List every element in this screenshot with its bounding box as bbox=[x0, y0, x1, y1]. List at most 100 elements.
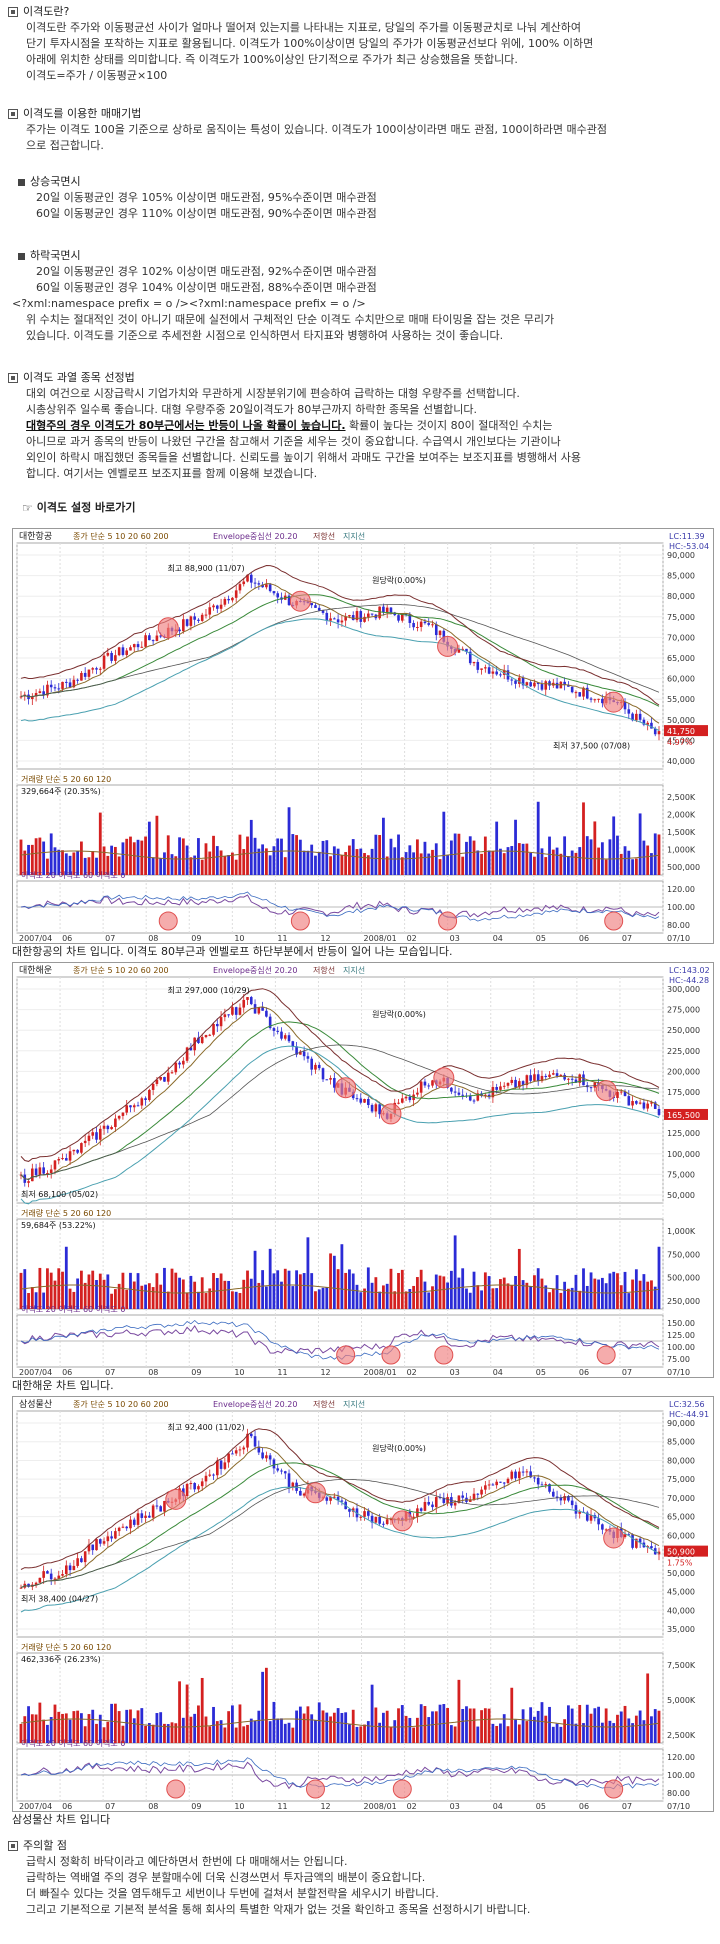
volume-bar bbox=[38, 1702, 42, 1743]
volume-bar bbox=[329, 1716, 332, 1743]
volume-bar bbox=[506, 847, 510, 875]
candle-body bbox=[314, 605, 317, 608]
candle-body bbox=[518, 1471, 521, 1479]
candle-body bbox=[601, 1524, 604, 1530]
candle-body bbox=[136, 1105, 140, 1107]
volume-bar bbox=[80, 841, 83, 875]
candle-body bbox=[574, 692, 578, 694]
candle-body bbox=[106, 1536, 110, 1542]
volume-bar bbox=[468, 1292, 472, 1309]
volume-bar bbox=[638, 1710, 642, 1743]
candle-body bbox=[536, 1477, 540, 1485]
volume-bar bbox=[600, 1722, 604, 1743]
candle-body bbox=[540, 1075, 544, 1082]
disparity-marker-circle bbox=[604, 911, 624, 931]
candle-body bbox=[34, 693, 38, 697]
section-heading: 상승국면시 bbox=[30, 175, 81, 188]
volume-bar bbox=[287, 807, 291, 875]
volume-bar bbox=[140, 840, 144, 875]
price-tick-label: 75,000 bbox=[667, 1475, 695, 1484]
moving-average-line bbox=[20, 1478, 660, 1589]
volume-bar bbox=[223, 856, 227, 875]
paragraph-line: 단기 투자시점을 포착하는 지표로 활용됩니다. 이격도가 100%이상이면 당… bbox=[26, 37, 594, 50]
candle-body bbox=[604, 1529, 608, 1531]
candle-body bbox=[314, 1064, 317, 1070]
volume-bar bbox=[238, 1293, 242, 1309]
candle-body bbox=[46, 1571, 49, 1574]
volume-bar bbox=[46, 1268, 49, 1309]
volume-bar bbox=[476, 1726, 480, 1743]
candle-body bbox=[234, 1450, 238, 1454]
candle-body bbox=[412, 622, 415, 628]
volume-bar bbox=[438, 859, 442, 875]
resistance-tag: 저항선 bbox=[313, 532, 335, 541]
candle-body bbox=[333, 1496, 336, 1498]
candle-body bbox=[87, 1135, 91, 1141]
volume-bar bbox=[366, 855, 370, 875]
volume-bar bbox=[42, 1292, 46, 1309]
volume-bar bbox=[46, 858, 49, 875]
disparity-tick-label: 100.00 bbox=[667, 903, 695, 912]
volume-bar bbox=[283, 1723, 287, 1743]
volume-bar bbox=[287, 1722, 291, 1743]
volume-bar bbox=[404, 1715, 408, 1743]
candle-body bbox=[438, 630, 442, 636]
paragraph-line: 대형주의 경우 이격도가 80부근에서는 반등이 나올 확률이 높습니다. 확률… bbox=[8, 418, 708, 434]
volume-bar bbox=[468, 1708, 472, 1743]
volume-bar bbox=[374, 1707, 378, 1743]
rebound-marker-circle bbox=[380, 1103, 402, 1125]
shortcut-link-label[interactable]: 이격도 설정 바로가기 bbox=[36, 501, 136, 514]
volume-bar bbox=[650, 1280, 653, 1309]
min-price-label: 최저 38,400 (04/27) bbox=[21, 1594, 98, 1604]
candle-body bbox=[563, 1496, 566, 1501]
volume-bar bbox=[468, 836, 472, 875]
candle-body bbox=[367, 1511, 370, 1516]
volume-bar bbox=[302, 1273, 306, 1309]
volume-bar bbox=[204, 1716, 208, 1743]
candle-body bbox=[159, 1506, 162, 1512]
volume-bar bbox=[434, 843, 438, 875]
candle-body bbox=[442, 1497, 446, 1503]
volume-bar bbox=[72, 1711, 76, 1743]
volume-bar bbox=[49, 833, 53, 875]
candle-body bbox=[189, 1047, 193, 1051]
volume-bar bbox=[363, 853, 366, 875]
volume-bar bbox=[208, 1288, 212, 1309]
volume-bar bbox=[19, 839, 23, 875]
disparity-tick-label: 80.00 bbox=[667, 1789, 690, 1798]
volume-bar bbox=[472, 840, 476, 875]
candle-body bbox=[551, 1073, 555, 1075]
volume-tick-label: 500,000 bbox=[667, 863, 700, 872]
candle-body bbox=[378, 1104, 381, 1115]
candle-body bbox=[468, 651, 472, 664]
volume-bar bbox=[544, 1715, 548, 1743]
candle-body bbox=[155, 1079, 159, 1084]
volume-average-line bbox=[20, 850, 660, 860]
volume-bar bbox=[536, 1710, 540, 1743]
volume-bar bbox=[597, 847, 600, 875]
volume-bar bbox=[499, 848, 502, 875]
volume-bar bbox=[64, 853, 68, 875]
candle-body bbox=[76, 1149, 79, 1153]
shortcut-link[interactable]: ☞ 이격도 설정 바로가기 bbox=[8, 500, 708, 516]
price-tick-label: 80,000 bbox=[667, 1456, 695, 1465]
candle-body bbox=[287, 1473, 291, 1488]
price-tick-label: 60,000 bbox=[667, 675, 695, 684]
candle-body bbox=[253, 1004, 257, 1014]
volume-bar bbox=[91, 851, 95, 875]
volume-tick-label: 500,000 bbox=[667, 1274, 700, 1283]
candle-body bbox=[574, 1079, 578, 1083]
disparity-marker-circle bbox=[381, 1345, 401, 1365]
volume-bars-group bbox=[19, 1667, 661, 1743]
resistance-tag: 저항선 bbox=[313, 966, 335, 975]
volume-bar bbox=[491, 1723, 495, 1743]
price-tick-label: 40,000 bbox=[667, 1606, 695, 1615]
volume-bar bbox=[608, 839, 612, 875]
candle-body bbox=[287, 595, 291, 606]
candle-body bbox=[136, 1513, 140, 1525]
candle-body bbox=[238, 584, 242, 591]
candle-body bbox=[457, 1495, 461, 1503]
candle-body bbox=[502, 670, 506, 675]
volume-bar bbox=[121, 842, 125, 875]
volume-bar bbox=[253, 837, 257, 875]
